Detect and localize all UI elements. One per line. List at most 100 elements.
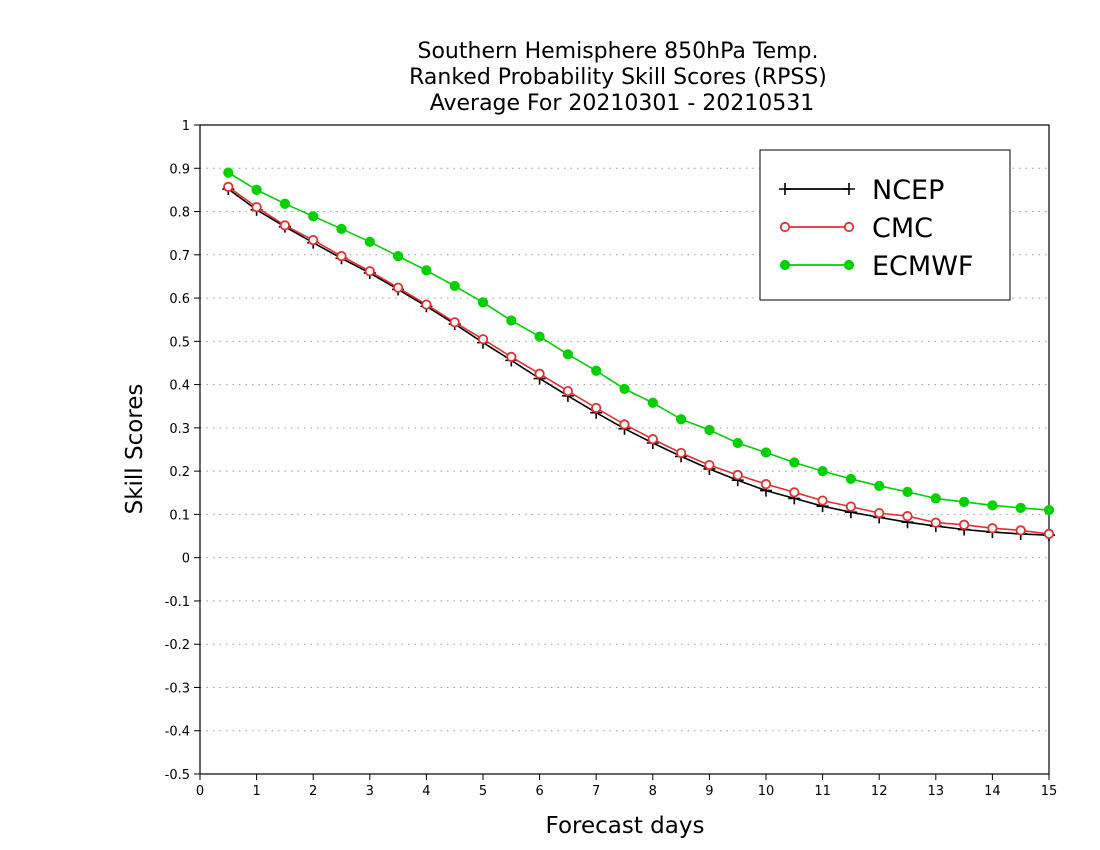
data-point-ecmwf: [647, 397, 658, 408]
data-point-ecmwf: [421, 265, 432, 276]
x-tick-label: 15: [1041, 784, 1058, 799]
data-point-ecmwf: [930, 493, 941, 504]
y-tick-label: -0.5: [165, 768, 190, 783]
data-point-cmc: [591, 402, 602, 414]
data-point-cmc: [902, 511, 913, 522]
data-point-ecmwf: [591, 365, 602, 376]
title-line-3: Average For 20210301 - 20210531: [430, 91, 815, 116]
y-tick-label: 0.1: [169, 508, 190, 523]
legend-marker-ecmwf: [843, 259, 855, 271]
x-tick-label: 7: [592, 784, 600, 799]
data-point-cmc: [336, 250, 347, 262]
y-tick-label: 0.5: [169, 335, 190, 350]
data-point-ecmwf: [449, 280, 460, 292]
data-point-cmc: [308, 234, 319, 246]
data-point-ecmwf: [704, 424, 715, 436]
y-tick-label: -0.3: [165, 681, 190, 696]
data-point-ecmwf: [987, 500, 998, 511]
data-point-ecmwf: [223, 167, 234, 178]
data-point-ecmwf: [817, 466, 828, 477]
data-point-ecmwf: [1015, 502, 1026, 514]
x-tick-label: 8: [649, 784, 657, 799]
legend-marker-ncep: [843, 183, 855, 195]
data-point-cmc: [845, 501, 857, 512]
data-point-ecmwf: [506, 315, 517, 326]
x-axis-label: Forecast days: [546, 813, 705, 839]
data-point-cmc: [958, 519, 970, 530]
data-point-cmc: [223, 181, 234, 192]
data-point-ecmwf: [393, 250, 404, 262]
data-point-ecmwf: [251, 184, 262, 195]
data-point-ecmwf: [732, 437, 743, 449]
y-tick-label: 0.7: [169, 249, 190, 264]
series-ecmwf: [223, 167, 1055, 516]
legend-label-ecmwf: ECMWF: [872, 251, 973, 282]
data-point-cmc: [704, 459, 715, 471]
x-tick-label: 6: [535, 784, 543, 799]
data-point-ecmwf: [336, 223, 347, 234]
chart-title: Southern Hemisphere 850hPa Temp. Ranked …: [409, 39, 827, 116]
data-point-cmc: [930, 517, 941, 528]
data-point-cmc: [874, 508, 885, 519]
data-point-cmc: [506, 351, 517, 363]
data-point-ecmwf: [789, 457, 800, 468]
data-point-cmc: [534, 368, 545, 379]
x-axis-ticks: 0 1 2 3 4 5 6 7 8 9 10 11 12 13 14 15: [196, 774, 1057, 799]
x-tick-label: 5: [479, 784, 487, 799]
legend-box: [759, 149, 1011, 301]
x-tick-label: 11: [814, 784, 831, 799]
y-tick-label: 0.8: [169, 206, 190, 221]
data-point-ecmwf: [676, 414, 687, 425]
y-axis-ticks: -0.5 -0.4 -0.3 -0.2 -0.1 0 0.1 0.2 0.3 0.4 0.5 0.6 0…: [165, 119, 200, 783]
data-point-ecmwf: [1043, 504, 1055, 516]
title-line-1: Southern Hemisphere 850hPa Temp.: [418, 39, 819, 64]
x-tick-label: 10: [758, 784, 775, 799]
legend-label-ncep: NCEP: [872, 175, 944, 206]
data-point-cmc: [760, 479, 772, 490]
data-point-cmc: [987, 523, 998, 534]
legend-marker-ncep: [779, 183, 791, 195]
data-point-ecmwf: [562, 349, 574, 360]
series-cmc: [223, 181, 1055, 539]
data-point-cmc: [279, 220, 290, 231]
data-point-ecmwf: [308, 211, 319, 222]
data-point-cmc: [675, 447, 687, 459]
x-tick-label: 13: [928, 784, 945, 799]
data-point-cmc: [364, 266, 375, 277]
data-point-ecmwf: [364, 236, 375, 247]
x-tick-label: 9: [705, 784, 713, 799]
data-point-ecmwf: [874, 480, 885, 491]
data-point-cmc: [619, 419, 630, 430]
title-line-2: Ranked Probability Skill Scores (RPSS): [409, 65, 827, 90]
data-point-cmc: [392, 282, 404, 293]
y-tick-label: -0.2: [165, 638, 190, 653]
data-point-cmc: [477, 334, 489, 345]
data-point-cmc: [817, 495, 828, 506]
data-point-ecmwf: [279, 198, 290, 209]
legend-marker-cmc: [843, 221, 855, 233]
data-point-ecmwf: [959, 496, 970, 507]
data-point-cmc: [789, 487, 800, 498]
series-lines: [222, 167, 1055, 542]
data-point-ecmwf: [477, 297, 489, 308]
data-point-ecmwf: [760, 447, 772, 458]
data-point-cmc: [1043, 528, 1055, 539]
x-tick-label: 3: [366, 784, 374, 799]
data-point-ecmwf: [845, 473, 857, 485]
legend-label-cmc: CMC: [872, 213, 933, 244]
x-tick-label: 12: [871, 784, 888, 799]
x-tick-label: 1: [252, 784, 260, 799]
legend-marker-ecmwf: [779, 259, 791, 271]
y-axis-label: Skill Scores: [122, 384, 148, 515]
y-tick-label: 0.3: [169, 422, 190, 437]
y-tick-label: 1: [182, 119, 190, 134]
data-point-cmc: [562, 385, 574, 397]
data-point-cmc: [421, 299, 432, 310]
y-tick-label: 0.9: [169, 162, 190, 177]
y-tick-label: 0.4: [169, 379, 190, 394]
plot-frame: [199, 124, 1050, 775]
x-tick-label: 4: [422, 784, 430, 799]
data-point-ecmwf: [619, 383, 630, 395]
